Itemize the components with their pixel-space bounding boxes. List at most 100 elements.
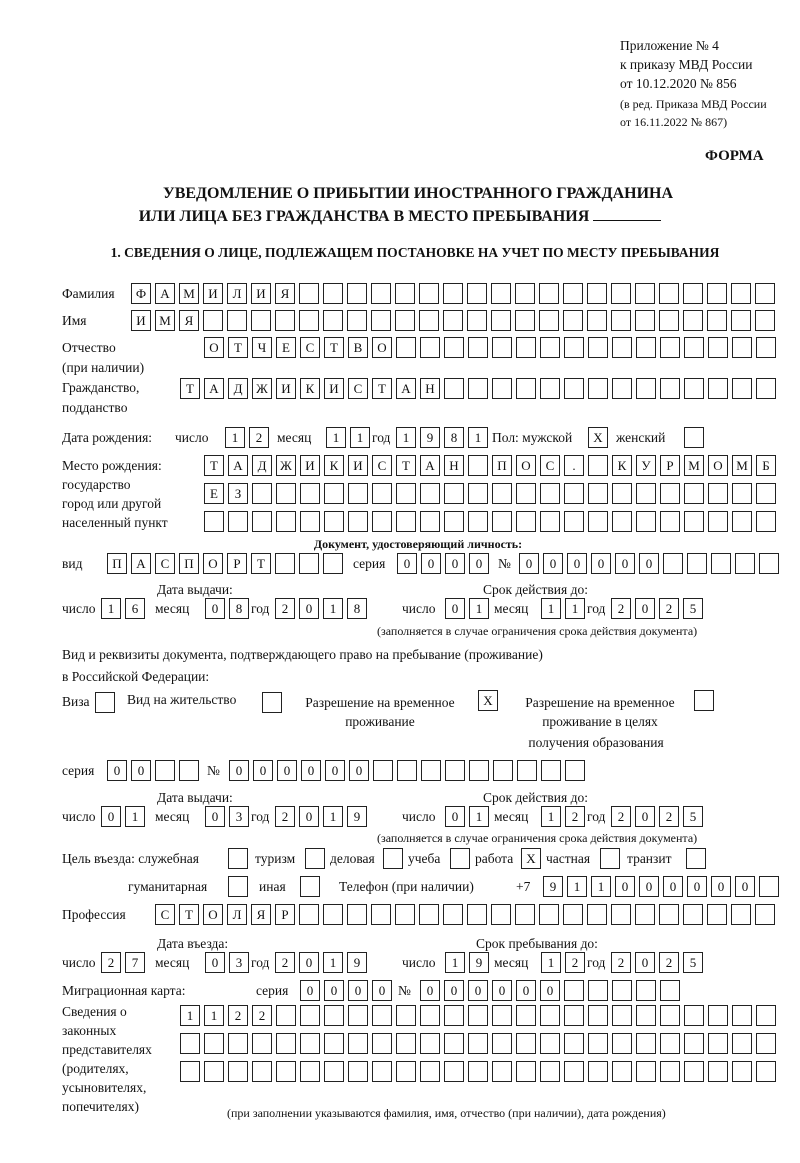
char-box[interactable] [276,1061,296,1082]
char-box[interactable] [204,1033,224,1054]
char-box[interactable] [276,483,296,504]
char-box[interactable]: 1 [445,952,465,973]
purpose-service-checkbox[interactable] [228,848,248,869]
char-box[interactable]: 0 [205,598,225,619]
char-box[interactable]: И [251,283,271,304]
char-box[interactable]: 0 [492,980,512,1001]
char-box[interactable] [443,283,463,304]
char-box[interactable]: 0 [101,806,121,827]
char-box[interactable] [612,483,632,504]
char-box[interactable] [373,760,393,781]
char-box[interactable] [612,1005,632,1026]
char-box[interactable] [708,1033,728,1054]
char-box[interactable]: 1 [125,806,145,827]
sex-male-checkbox[interactable]: X [588,427,608,448]
char-box[interactable] [563,310,583,331]
char-box[interactable]: И [276,378,296,399]
char-box[interactable]: А [131,553,151,574]
char-box[interactable]: 0 [687,876,707,897]
char-box[interactable]: У [636,455,656,476]
char-box[interactable] [684,427,704,448]
char-box[interactable] [541,760,561,781]
char-box[interactable]: 2 [611,952,631,973]
char-box[interactable]: 1 [468,427,488,448]
char-box[interactable]: 1 [541,806,561,827]
char-box[interactable]: 0 [711,876,731,897]
char-box[interactable] [612,337,632,358]
char-box[interactable]: 0 [635,598,655,619]
char-box[interactable] [305,848,325,869]
char-box[interactable]: Т [324,337,344,358]
char-box[interactable]: 2 [659,806,679,827]
char-box[interactable] [324,483,344,504]
char-box[interactable] [612,378,632,399]
char-box[interactable] [299,553,319,574]
char-box[interactable]: 0 [131,760,151,781]
char-box[interactable]: Н [444,455,464,476]
reps-field-row3[interactable] [180,1061,776,1082]
char-box[interactable] [564,378,584,399]
char-box[interactable]: 2 [275,598,295,619]
char-box[interactable] [539,310,559,331]
char-box[interactable] [687,553,707,574]
char-box[interactable] [383,848,403,869]
sex-female-checkbox[interactable] [684,427,704,448]
char-box[interactable]: О [204,337,224,358]
char-box[interactable] [419,310,439,331]
char-box[interactable] [467,904,487,925]
char-box[interactable]: 1 [326,427,346,448]
char-box[interactable] [588,337,608,358]
char-box[interactable]: Л [227,904,247,925]
char-box[interactable] [252,483,272,504]
char-box[interactable] [395,283,415,304]
char-box[interactable]: 8 [229,598,249,619]
reps-field-row2[interactable] [180,1033,776,1054]
purpose-business-checkbox[interactable] [383,848,403,869]
char-box[interactable] [95,692,115,713]
char-box[interactable]: Т [372,378,392,399]
char-box[interactable]: 2 [275,952,295,973]
char-box[interactable] [612,511,632,532]
char-box[interactable]: 2 [252,1005,272,1026]
char-box[interactable] [588,1033,608,1054]
char-box[interactable]: О [708,455,728,476]
char-box[interactable] [600,848,620,869]
char-box[interactable] [468,483,488,504]
char-box[interactable]: А [204,378,224,399]
char-box[interactable] [683,904,703,925]
char-box[interactable] [323,283,343,304]
char-box[interactable] [323,310,343,331]
char-box[interactable]: З [228,483,248,504]
char-box[interactable] [732,337,752,358]
char-box[interactable] [515,310,535,331]
char-box[interactable] [396,1005,416,1026]
char-box[interactable] [732,378,752,399]
char-box[interactable] [684,1061,704,1082]
char-box[interactable] [735,553,755,574]
char-box[interactable]: 0 [445,806,465,827]
char-box[interactable]: 0 [635,806,655,827]
char-box[interactable] [660,378,680,399]
char-box[interactable] [708,511,728,532]
char-box[interactable] [468,378,488,399]
char-box[interactable]: 0 [639,553,659,574]
char-box[interactable]: 0 [348,980,368,1001]
char-box[interactable] [540,1033,560,1054]
char-box[interactable]: К [612,455,632,476]
char-box[interactable] [756,511,776,532]
char-box[interactable] [372,1033,392,1054]
char-box[interactable]: 5 [683,598,703,619]
char-box[interactable] [443,310,463,331]
char-box[interactable]: Ф [131,283,151,304]
char-box[interactable]: Ж [252,378,272,399]
purpose-tourism-checkbox[interactable] [305,848,325,869]
char-box[interactable]: Р [275,904,295,925]
